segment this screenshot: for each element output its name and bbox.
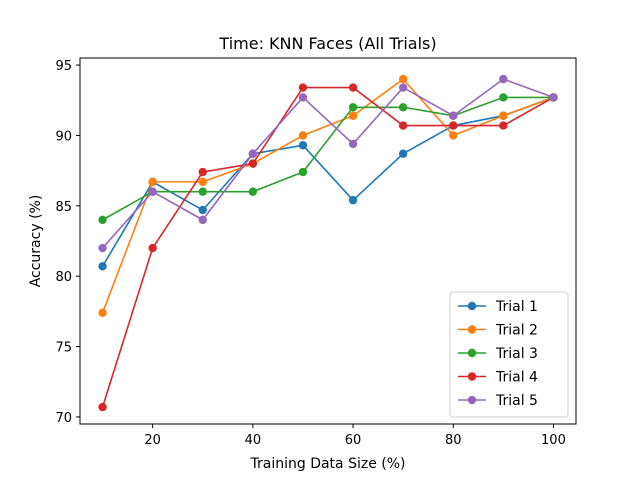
x-tick-label: 20 bbox=[144, 433, 161, 448]
legend-box bbox=[449, 291, 569, 418]
series-line-trial-3 bbox=[101, 96, 555, 221]
y-tick-label: 95 bbox=[55, 59, 72, 74]
data-point-trial-2 bbox=[449, 131, 458, 140]
data-point-trial-1 bbox=[348, 195, 358, 205]
data-point-trial-2 bbox=[198, 177, 207, 187]
data-point-trial-3 bbox=[499, 93, 508, 102]
legend-label-trial-4: Trial 4 bbox=[495, 370, 538, 386]
data-point-trial-4 bbox=[398, 121, 408, 130]
data-point-trial-4 bbox=[98, 402, 107, 412]
data-point-trial-5 bbox=[198, 215, 207, 225]
data-point-trial-2 bbox=[98, 308, 107, 317]
y-axis-label: Accuracy (%) bbox=[28, 195, 44, 288]
data-point-trial-1 bbox=[298, 141, 308, 150]
data-point-trial-5 bbox=[98, 243, 107, 253]
data-point-trial-3 bbox=[198, 187, 207, 196]
legend-marker-trial-2 bbox=[467, 325, 477, 334]
legend-marker-trial-4 bbox=[467, 372, 477, 381]
data-point-trial-1 bbox=[98, 262, 107, 271]
x-tick-label: 80 bbox=[445, 433, 462, 448]
data-point-trial-3 bbox=[98, 215, 107, 225]
data-point-trial-5 bbox=[348, 139, 358, 149]
series-group bbox=[98, 74, 558, 412]
data-point-trial-2 bbox=[298, 131, 308, 140]
data-point-trial-3 bbox=[348, 103, 358, 112]
data-point-trial-5 bbox=[449, 111, 458, 120]
data-point-trial-4 bbox=[248, 159, 258, 168]
data-point-trial-4 bbox=[198, 167, 207, 177]
legend-marker-trial-1 bbox=[467, 301, 477, 311]
plot-frame bbox=[79, 57, 577, 425]
chart-title: Time: KNN Faces (All Trials) bbox=[218, 34, 436, 53]
series-line-trial-5 bbox=[101, 78, 555, 249]
data-point-trial-4 bbox=[348, 83, 358, 92]
data-point-trial-4 bbox=[499, 121, 508, 130]
data-point-trial-5 bbox=[398, 83, 408, 92]
ticks-group: 20 40 60 80 100 70 75 80 85 90 95 bbox=[55, 59, 565, 448]
data-point-trial-5 bbox=[298, 93, 308, 102]
data-point-trial-5 bbox=[549, 93, 558, 102]
legend-marker-trial-3 bbox=[467, 348, 477, 358]
data-point-trial-2 bbox=[148, 177, 157, 187]
data-point-trial-1 bbox=[198, 205, 207, 215]
data-point-trial-5 bbox=[499, 74, 508, 84]
data-point-trial-5 bbox=[248, 149, 258, 158]
legend-label-trial-3: Trial 3 bbox=[495, 346, 538, 362]
y-tick-label: 80 bbox=[55, 270, 72, 285]
legend-marker-trial-5 bbox=[467, 395, 477, 405]
data-point-trial-4 bbox=[449, 121, 458, 130]
x-axis-label: Training Data Size (%) bbox=[250, 456, 406, 472]
series-line-trial-4 bbox=[101, 86, 555, 408]
data-point-trial-5 bbox=[148, 187, 157, 196]
legend-label-trial-5: Trial 5 bbox=[495, 393, 538, 409]
data-point-trial-2 bbox=[398, 74, 408, 84]
y-tick-label: 70 bbox=[55, 411, 72, 426]
series-line-trial-1 bbox=[101, 96, 555, 268]
data-point-trial-4 bbox=[298, 83, 308, 92]
data-point-trial-2 bbox=[499, 111, 508, 120]
legend: Trial 1 Trial 2 Trial 3 Trial 4 Trial 5 bbox=[449, 291, 569, 418]
legend-label-trial-2: Trial 2 bbox=[495, 323, 538, 339]
data-point-trial-4 bbox=[148, 243, 157, 253]
y-tick-label: 85 bbox=[55, 200, 72, 215]
data-point-trial-3 bbox=[398, 103, 408, 112]
data-point-trial-1 bbox=[398, 149, 408, 158]
x-tick-label: 40 bbox=[245, 433, 262, 448]
legend-label-trial-1: Trial 1 bbox=[495, 299, 538, 315]
x-tick-label: 60 bbox=[345, 433, 362, 448]
data-point-trial-3 bbox=[298, 167, 308, 177]
x-tick-label: 100 bbox=[541, 433, 566, 448]
data-point-trial-2 bbox=[348, 111, 358, 120]
data-point-trial-3 bbox=[248, 187, 258, 196]
y-tick-label: 90 bbox=[55, 129, 72, 144]
y-tick-label: 75 bbox=[55, 341, 72, 356]
